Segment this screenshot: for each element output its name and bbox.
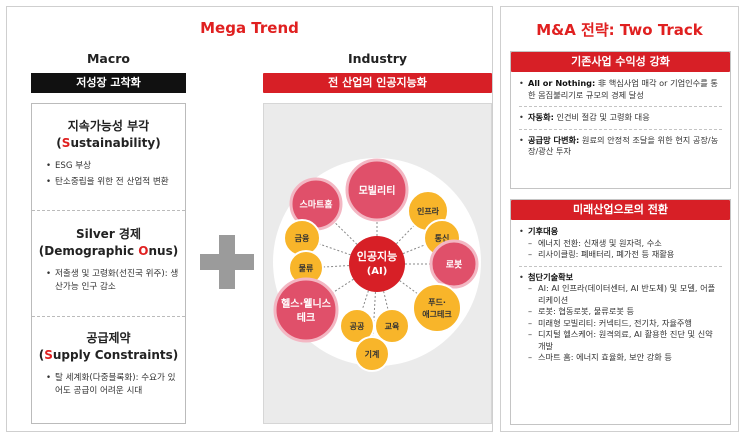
track2-sub-item: 미래형 모빌리티: 커넥티드, 전기차, 자율주행 [519,318,722,330]
industry-bar: 전 산업의 인공지능화 [263,73,492,93]
ma-strategy-title: M&A 전략: Two Track [536,21,703,39]
bullet-item: 저출생 및 고령화(선진국 위주): 생산가능 인구 감소 [46,268,179,293]
industry-bubble [374,308,410,344]
macro-section-sustainability: 지속가능성 부각 (Sustainability) ESG 부상 탄소중립을 위… [32,118,185,191]
track2-sub-item: 디지털 헬스케어: 원격의료, AI 활용한 진단 및 신약 개발 [519,329,722,352]
macro-bar: 저성장 고착화 [31,73,186,93]
industry-bubble-label: 인프라 [417,206,440,216]
divider [32,210,185,211]
spoke-line [356,263,378,327]
track2-group-head: 기후대응 [519,226,722,238]
industry-bubble-label: 테크 [297,311,315,324]
industry-bubble-label: 로봇 [446,260,463,271]
industry-bubble [429,239,479,289]
center-label-2: (AI) [367,266,388,277]
track2-box: 미래산업으로의 전환 기후대응 에너지 전환: 신재생 및 원자력, 수소 리사… [510,199,731,425]
track2-sub-item: 스마트 홈: 에너지 효율화, 보안 강화 등 [519,352,722,364]
section-title: Silver 경제 (Demographic Onus) [38,227,179,258]
industry-bubble [273,277,339,343]
center-ai-node [349,236,405,292]
track2-bar: 미래산업으로의 전환 [511,200,730,220]
industry-heading: Industry [347,51,408,66]
industry-bubble-label: 금융 [295,233,310,243]
industry-bubble-label: 공공 [350,322,365,331]
track1-bar: 기존사업 수익성 강화 [511,52,730,72]
track2-sub-item: 로봇: 협동로봇, 물류로봇 등 [519,306,722,318]
track1-item: 공급망 다변화: 원료의 안정적 조달을 위한 현지 공장/농장/광산 투자 [519,135,722,158]
section-title: 공급제약 (Supply Constraints) [38,331,179,362]
macro-section-silver: Silver 경제 (Demographic Onus) 저출생 및 고령화(선… [32,226,185,296]
industry-bubble [354,336,390,372]
plus-icon [200,235,254,289]
track2-sub-item: 리사이클링: 폐배터리, 폐가전 등 재활용 [519,249,722,261]
bullet-item: 탈 세계화(다중블록화): 수요가 있어도 공급이 어려운 시대 [46,372,179,397]
industry-bubble [412,283,462,333]
industry-bubble [345,158,409,222]
macro-section-supply: 공급제약 (Supply Constraints) 탈 세계화(다중블록화): … [32,330,185,400]
divider [32,316,185,317]
industry-bubble-label: 푸드· [428,298,446,307]
industry-bubble-label: 모빌리티 [359,184,396,197]
mega-trend-panel: Mega Trend Macro 저성장 고착화 지속가능성 부각 (Susta… [6,6,493,432]
track1-item: All or Nothing: 非 핵심사업 매각 or 기업인수를 통한 몸집… [519,78,722,101]
track2-group-head: 첨단기술확보 [519,272,722,284]
industry-bubble-label: 물류 [299,264,314,273]
track2-sub-item: 에너지 전환: 신재생 및 원자력, 수소 [519,238,722,250]
ma-strategy-panel: M&A 전략: Two Track 기존사업 수익성 강화 All or Not… [500,6,739,432]
bullet-item: ESG 부상 [46,160,179,173]
mega-trend-title: Mega Trend [200,19,299,37]
track2-sub-item: AI: AI 인프라(데이터센터, AI 반도체) 및 모델, 어플리케이션 [519,283,722,306]
center-label-1: 인공지능 [357,249,397,263]
section-title: 지속가능성 부각 (Sustainability) [56,119,161,150]
spoke-line [371,263,378,355]
industry-bubble-label: 교육 [385,321,400,331]
industry-bubble-label: 통신 [435,233,450,243]
industry-bubble-label: 애그테크 [422,309,452,319]
industry-bubble-label: 스마트홈 [299,199,332,211]
industry-bubble-label: 기계 [365,349,380,359]
track1-item: 자동화: 인건비 절감 및 고령화 대응 [519,112,722,124]
track1-box: 기존사업 수익성 강화 All or Nothing: 非 핵심사업 매각 or… [510,51,731,189]
industry-bubble-label: 헬스·웰니스 [281,297,331,310]
bullet-item: 탄소중립을 위한 전 산업적 변환 [46,176,179,189]
macro-box: 지속가능성 부각 (Sustainability) ESG 부상 탄소중립을 위… [31,103,186,424]
macro-heading: Macro [86,51,131,66]
